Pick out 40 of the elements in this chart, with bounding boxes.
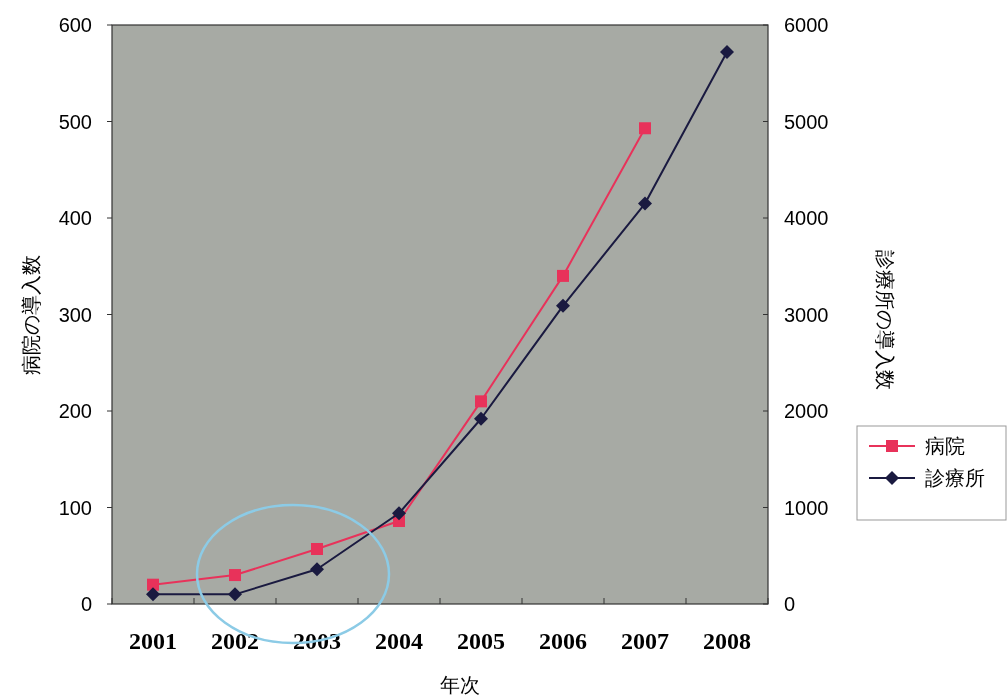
legend-label: 診療所: [925, 467, 985, 489]
point: [638, 196, 652, 211]
y-tick-label: 100: [58, 496, 92, 519]
point: [310, 562, 324, 577]
y-tick-label: 200: [58, 400, 92, 422]
x-axis-title: 年次: [440, 674, 480, 696]
x-tick-label: 2007: [621, 628, 669, 654]
y2-tick-label: 5000: [784, 110, 829, 133]
y2-tick-label: 4000: [784, 207, 829, 229]
y-tick-label: 400: [58, 207, 92, 229]
x-tick-label: 2008: [703, 628, 751, 654]
point: [556, 298, 570, 313]
point: [557, 269, 569, 282]
y2-tick-label: 0: [784, 593, 796, 615]
point: [311, 543, 323, 555]
x-tick-label: 2006: [539, 628, 587, 654]
y-axis-title: 病院の導入数: [20, 254, 42, 375]
y2-axis-title: 診療所の導入数: [874, 250, 896, 390]
point: [147, 578, 159, 591]
x-tick-label: 2001: [129, 628, 177, 654]
y-tick-label: 600: [58, 14, 92, 36]
point: [720, 45, 734, 60]
y2-tick-label: 2000: [784, 400, 829, 422]
y-tick-label: 0: [80, 593, 92, 615]
point: [639, 122, 651, 135]
x-tick-label: 2005: [457, 628, 505, 654]
point: [392, 506, 406, 521]
legend-label: 病院: [925, 435, 965, 457]
point: [474, 411, 488, 426]
y2-tick-label: 1000: [784, 496, 829, 519]
y2-tick-label: 3000: [784, 303, 829, 326]
point: [229, 569, 241, 582]
y2-tick-label: 6000: [784, 14, 829, 36]
point: [475, 395, 487, 408]
y-tick-label: 500: [58, 110, 92, 133]
y-tick-label: 300: [58, 303, 92, 326]
x-tick-label: 2002: [211, 628, 259, 654]
point: [228, 587, 242, 602]
point: [146, 587, 160, 602]
x-tick-label: 2004: [375, 628, 423, 654]
